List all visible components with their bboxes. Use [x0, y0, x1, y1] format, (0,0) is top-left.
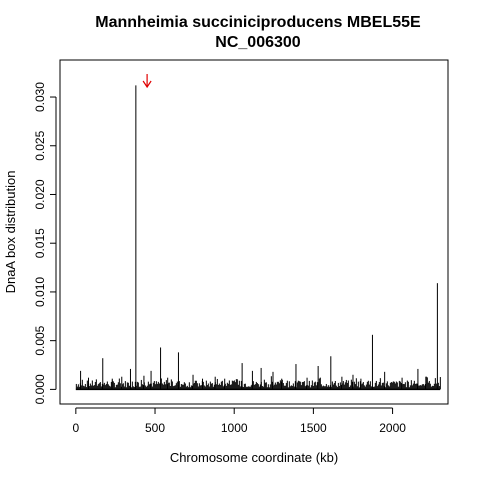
baseline-noise-group — [75, 376, 441, 391]
x-axis: 0 500 1000 1500 2000 — [72, 407, 406, 435]
y-tick-label: 0.010 — [33, 277, 47, 307]
chart-subtitle: NC_006300 — [215, 34, 301, 51]
origin-arrow-annotation — [142, 74, 152, 89]
y-tick-label: 0.015 — [33, 228, 47, 258]
x-tick-label: 500 — [145, 421, 165, 435]
y-tick-label: 0.025 — [33, 130, 47, 160]
plot-frame — [59, 59, 449, 405]
spikes-group — [80, 85, 438, 390]
y-axis-label: DnaA box distribution — [3, 171, 18, 294]
y-tick-label: 0.000 — [33, 374, 47, 404]
chart-title: Mannheimia succiniciproducens MBEL55E — [95, 14, 421, 31]
x-tick-label: 1500 — [300, 421, 327, 435]
y-axis: 0.000 0.005 0.010 0.015 0.020 0.025 0.030 — [33, 82, 57, 404]
x-axis-label: Chromosome coordinate (kb) — [170, 450, 338, 465]
y-tick-label: 0.005 — [33, 325, 47, 355]
x-tick-label: 2000 — [379, 421, 406, 435]
x-tick-label: 0 — [72, 421, 79, 435]
y-tick-label: 0.020 — [33, 179, 47, 209]
x-tick-label: 1000 — [221, 421, 248, 435]
y-tick-label: 0.030 — [33, 82, 47, 112]
arrow-head — [142, 80, 152, 89]
